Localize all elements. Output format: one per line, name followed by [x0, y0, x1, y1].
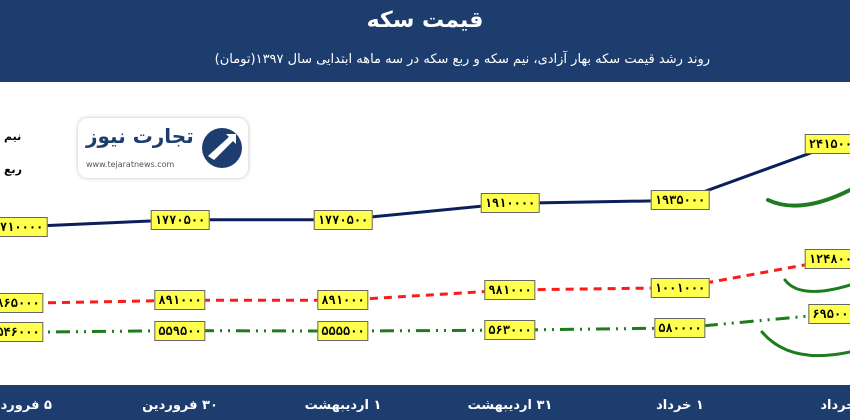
- data-label-bahar_azadi-4: ۱۹۳۵۰۰۰: [650, 190, 710, 211]
- data-label-rob_sekke-5: ۶۹۵۰۰۰: [808, 303, 850, 324]
- legend-label-quarter-coin: ربع: [4, 163, 22, 176]
- data-label-nim_sekke-5: ۱۲۴۸۰۰۰: [804, 249, 850, 270]
- x-axis-band: [0, 385, 850, 420]
- logo-url: www.tejaratnews.com: [86, 160, 175, 169]
- x-tick-label-1: ۳۰ فروردین: [142, 398, 218, 413]
- data-label-nim_sekke-1: ۸۹۱۰۰۰: [154, 290, 206, 311]
- logo-wordmark: تجارت نیوز: [86, 124, 194, 148]
- data-label-rob_sekke-4: ۵۸۰۰۰۰: [654, 318, 706, 338]
- data-label-nim_sekke-2: ۸۹۱۰۰۰: [317, 290, 369, 311]
- x-tick-label-4: ۱ خرداد: [656, 398, 704, 413]
- data-label-rob_sekke-2: ۵۵۵۵۰۰: [317, 321, 369, 342]
- data-label-rob_sekke-0: ۵۴۶۰۰۰: [0, 322, 44, 343]
- data-label-bahar_azadi-0: ۱۷۱۰۰۰۰: [0, 216, 48, 237]
- data-label-nim_sekke-0: ۸۶۵۰۰۰: [0, 293, 44, 314]
- data-label-bahar_azadi-1: ۱۷۷۰۵۰۰: [150, 209, 210, 230]
- x-tick-label-0: ۵ فروردین: [0, 398, 52, 413]
- data-label-rob_sekke-1: ۵۵۹۵۰۰: [154, 320, 206, 341]
- data-label-rob_sekke-3: ۵۶۳۰۰۰: [484, 320, 536, 341]
- legend-label-half-coin: نیم: [4, 130, 22, 143]
- data-label-bahar_azadi-3: ۱۹۱۰۰۰۰: [480, 193, 540, 214]
- data-label-nim_sekke-3: ۹۸۱۰۰۰: [484, 279, 536, 300]
- chart-title: قیمت سکه: [366, 8, 484, 33]
- green-swoosh-decoration: [760, 188, 850, 358]
- logo-globe-icon: [202, 128, 242, 168]
- series-line-rob_sekke: [19, 312, 836, 334]
- chart-subtitle: روند رشد قیمت سکه بهار آزادی، نیم سکه و …: [214, 52, 710, 67]
- x-tick-label-5: خرداد: [820, 398, 850, 413]
- data-label-bahar_azadi-2: ۱۷۷۰۵۰۰: [313, 209, 373, 230]
- chart-header: قیمت سکه روند رشد قیمت سکه بهار آزادی، ن…: [0, 0, 850, 82]
- series-line-nim_sekke: [19, 257, 836, 305]
- data-label-bahar_azadi-5: ۲۴۱۵۰۰۰: [804, 134, 850, 155]
- x-tick-label-3: ۳۱ اردیبهشت: [467, 398, 553, 413]
- tejarat-news-logo: تجارت نیوز www.tejaratnews.com: [78, 118, 248, 178]
- x-tick-label-2: ۱ اردیبهشت: [304, 398, 382, 413]
- data-label-nim_sekke-4: ۱۰۰۱۰۰۰: [650, 277, 710, 298]
